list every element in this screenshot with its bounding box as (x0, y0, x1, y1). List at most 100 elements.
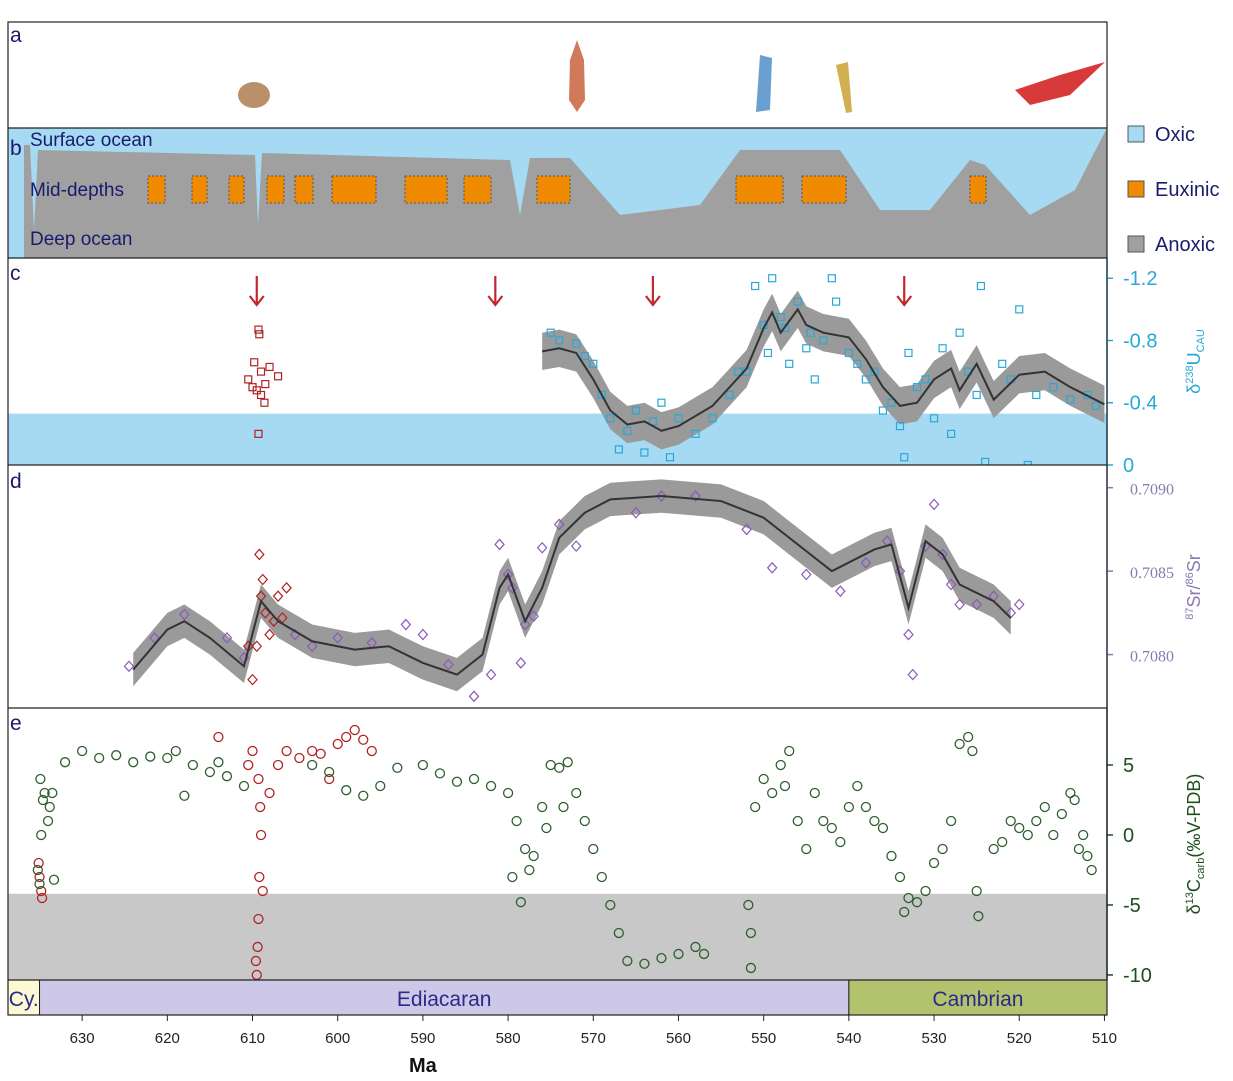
fossil-icons (238, 40, 1105, 113)
y-axis-label-part: C (1184, 879, 1204, 892)
data-point (877, 822, 889, 834)
confidence-band (133, 479, 1011, 692)
fossil-icon (756, 55, 772, 112)
data-point (580, 351, 589, 361)
data-point (281, 581, 292, 594)
data-point (238, 780, 250, 792)
zone-label: Mid-depths (30, 180, 124, 201)
data-point (938, 344, 947, 353)
data-point (36, 885, 47, 897)
data-point (39, 787, 50, 799)
data-point (596, 871, 607, 883)
data-point (33, 857, 44, 869)
y-axis-label-part: carb (1195, 858, 1207, 879)
data-point (674, 414, 683, 423)
data-point (623, 426, 632, 435)
data-point (494, 538, 505, 551)
euxinic-box (191, 175, 208, 204)
data-point (248, 383, 257, 392)
y-axis-label-part: 87 (1184, 608, 1196, 620)
data-point (572, 339, 581, 348)
data-point (255, 801, 266, 813)
shade-band (8, 893, 1107, 980)
data-point (998, 359, 1007, 368)
data-point (613, 927, 624, 939)
data-point (558, 801, 569, 813)
data-point (955, 328, 964, 337)
data-point (835, 836, 846, 848)
data-point (537, 801, 548, 813)
panel (123, 479, 1025, 703)
data-point (265, 362, 274, 372)
data-point (907, 668, 919, 681)
legend-label: Anoxic (1155, 234, 1215, 256)
y-axis-label: δ238UCAU (1184, 329, 1207, 394)
data-point (976, 281, 986, 291)
data-point (988, 843, 999, 855)
data-point (734, 367, 743, 376)
x-axis-label: Ma (409, 1055, 438, 1076)
data-point (1073, 843, 1085, 855)
data-point (255, 330, 264, 339)
data-point (870, 367, 879, 376)
data-point (306, 640, 318, 653)
data-point (899, 906, 910, 918)
data-point (1014, 822, 1025, 834)
fossil-icon (1015, 62, 1105, 105)
x-tick-label: 530 (922, 1030, 947, 1047)
data-point (76, 745, 88, 757)
data-point (306, 745, 318, 757)
y-tick-label: -0.4 (1123, 393, 1157, 415)
data-point (400, 618, 412, 631)
data-point (502, 568, 514, 581)
y-tick-label: 0 (1123, 455, 1134, 477)
data-point (911, 897, 923, 908)
data-point (204, 766, 216, 778)
data-point (515, 657, 527, 669)
euxinic-box (404, 175, 448, 204)
y-axis-label: δ13Ccarb(‰V-PDB) (1184, 774, 1207, 915)
panel-label: c (10, 262, 21, 285)
data-point (826, 822, 837, 834)
data-point (273, 372, 283, 381)
data-point (751, 281, 760, 291)
data-point (835, 585, 846, 598)
euxinic-box (266, 175, 285, 204)
zone-label: Deep ocean (30, 229, 132, 250)
data-point (784, 745, 795, 757)
data-point (36, 892, 48, 904)
data-point (945, 815, 957, 827)
arrow (896, 276, 913, 307)
data-point (1031, 815, 1042, 827)
data-point (861, 375, 871, 384)
data-point (94, 752, 105, 764)
data-point (954, 738, 965, 750)
data-point (745, 927, 757, 939)
data-point (827, 274, 836, 283)
data-point (656, 490, 667, 502)
data-point (519, 843, 531, 855)
arrow (487, 276, 504, 307)
data-point (887, 398, 896, 407)
data-point (253, 913, 264, 925)
data-point (920, 885, 931, 897)
data-point (281, 745, 292, 757)
data-point (253, 773, 264, 785)
y-axis-label-part: CAU (1195, 329, 1207, 352)
data-point (844, 348, 853, 358)
data-point (264, 628, 275, 641)
y-axis-label: 87Sr/86Sr (1184, 554, 1204, 620)
data-point (162, 752, 173, 764)
data-point (741, 523, 752, 536)
data-point (853, 359, 862, 368)
legend: Oxic Euxinic Anoxic (1127, 124, 1219, 256)
data-point (1056, 808, 1067, 820)
data-point (244, 375, 253, 384)
data-point (324, 773, 335, 785)
data-point (800, 568, 812, 581)
data-point (1015, 305, 1024, 314)
y-axis-label-part: Sr (1184, 554, 1204, 572)
data-point (656, 953, 667, 964)
y-axis-label-part: (‰V-PDB) (1184, 774, 1204, 858)
legend-swatch (1127, 125, 1145, 143)
